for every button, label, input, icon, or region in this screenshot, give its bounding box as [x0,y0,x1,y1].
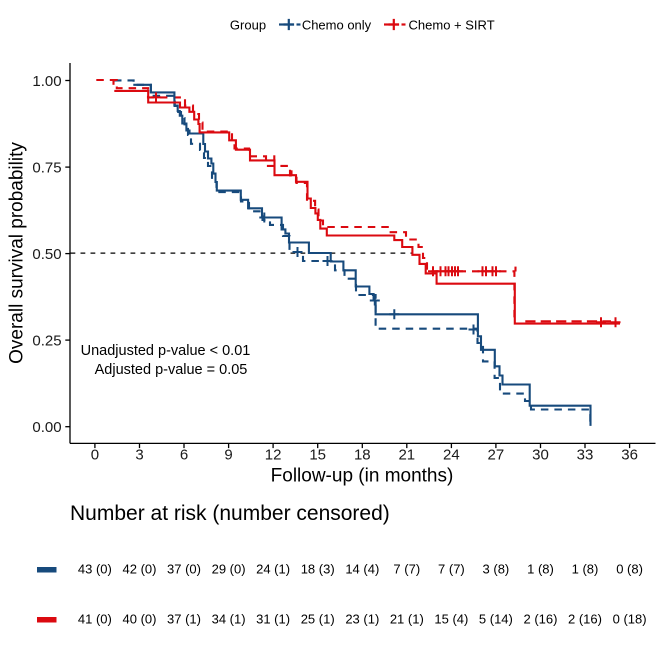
svg-text:5 (14): 5 (14) [479,612,513,627]
svg-text:0 (18): 0 (18) [613,612,647,627]
svg-text:37 (0): 37 (0) [167,562,201,577]
svg-text:37 (1): 37 (1) [167,612,201,627]
svg-text:36: 36 [621,447,638,464]
svg-text:14 (4): 14 (4) [345,562,379,577]
svg-text:34 (1): 34 (1) [212,612,246,627]
svg-text:21 (1): 21 (1) [390,612,424,627]
svg-text:2 (16): 2 (16) [568,612,602,627]
svg-text:1 (8): 1 (8) [572,562,599,577]
svg-text:43 (0): 43 (0) [78,562,112,577]
svg-text:7 (7): 7 (7) [438,562,465,577]
svg-text:0: 0 [91,447,99,464]
svg-text:15: 15 [309,447,326,464]
svg-text:33: 33 [577,447,594,464]
svg-text:21: 21 [398,447,415,464]
svg-text:31 (1): 31 (1) [256,612,290,627]
svg-text:Number at risk (number censore: Number at risk (number censored) [70,502,390,525]
svg-text:Follow-up (in months): Follow-up (in months) [271,466,454,487]
svg-text:1 (8): 1 (8) [527,562,554,577]
svg-text:12: 12 [265,447,282,464]
svg-text:Chemo + SIRT: Chemo + SIRT [409,18,495,33]
svg-text:24: 24 [443,447,460,464]
svg-text:0.25: 0.25 [32,333,61,350]
svg-text:24 (1): 24 (1) [256,562,290,577]
svg-text:42 (0): 42 (0) [123,562,157,577]
svg-text:40 (0): 40 (0) [123,612,157,627]
svg-text:6: 6 [180,447,188,464]
svg-text:3: 3 [135,447,143,464]
svg-text:18 (3): 18 (3) [301,562,335,577]
svg-text:2 (16): 2 (16) [524,612,558,627]
svg-text:15 (4): 15 (4) [434,612,468,627]
svg-text:7 (7): 7 (7) [393,562,420,577]
svg-text:29 (0): 29 (0) [212,562,246,577]
svg-text:18: 18 [354,447,371,464]
svg-text:Adjusted p-value = 0.05: Adjusted p-value = 0.05 [95,362,248,378]
svg-text:0.50: 0.50 [32,246,61,263]
svg-text:Overall survival probability: Overall survival probability [7,142,28,364]
svg-text:3 (8): 3 (8) [483,562,510,577]
svg-text:23 (1): 23 (1) [345,612,379,627]
svg-text:0 (8): 0 (8) [616,562,643,577]
svg-text:Unadjusted p-value < 0.01: Unadjusted p-value < 0.01 [81,343,251,359]
svg-text:27: 27 [488,447,505,464]
svg-text:30: 30 [532,447,549,464]
svg-text:25 (1): 25 (1) [301,612,335,627]
svg-text:0.75: 0.75 [32,160,61,177]
svg-text:1.00: 1.00 [32,73,61,90]
svg-text:Group: Group [230,18,266,33]
svg-text:0.00: 0.00 [32,419,61,436]
svg-text:9: 9 [224,447,232,464]
svg-text:Chemo only: Chemo only [302,18,372,33]
svg-text:41 (0): 41 (0) [78,612,112,627]
